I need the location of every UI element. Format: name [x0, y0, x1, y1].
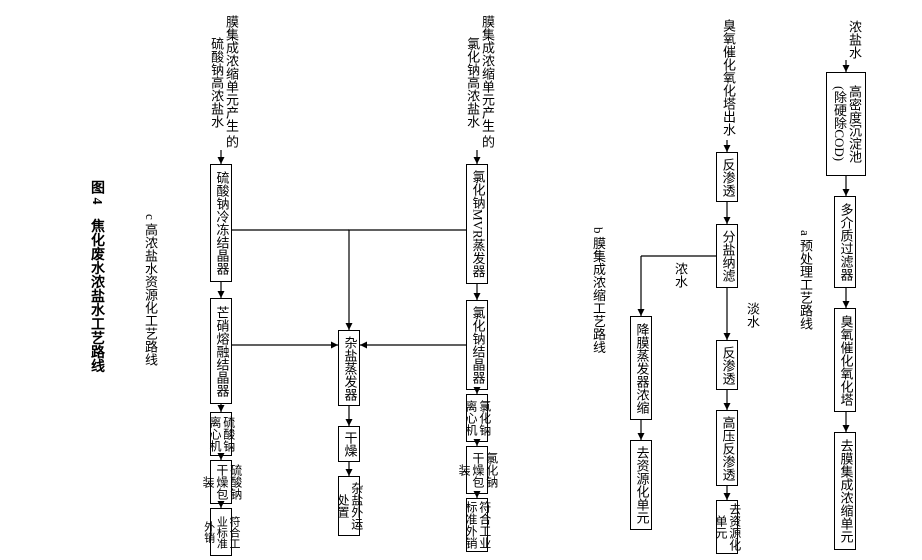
box-m3: 杂盐外运处置: [338, 476, 360, 536]
box-b4-text: 高压反渗透: [720, 416, 735, 481]
box-b2-text: 分盐纳滤: [720, 230, 735, 282]
label-right-in: 膜集成浓缩单元产生 的硫酸钠高浓盐水: [204, 12, 238, 152]
box-r4-text: 硫酸钠干燥包装: [200, 463, 241, 501]
box-l4-text: 氯化钠干燥包装: [456, 449, 497, 491]
box-m1: 杂盐蒸发器: [338, 330, 360, 406]
box-a3: 臭氧催化氧化塔: [834, 308, 856, 412]
box-b3-text: 反渗透: [720, 346, 735, 385]
box-a3-text: 臭氧催化氧化塔: [838, 315, 853, 406]
box-l5-text: 符合工业标准外销: [463, 501, 491, 549]
box-r3: 硫酸钠离心机: [210, 412, 232, 456]
box-b5: 去资源化单元: [716, 500, 738, 554]
box-l1-text: 氯化钠MVR蒸发器: [470, 170, 485, 278]
label-left-in: 膜集成浓缩单元产生 的氯化钠高浓盐水: [460, 12, 494, 152]
label-dan: 淡水: [744, 298, 759, 332]
box-cR1: 降膜蒸发器浓缩: [630, 316, 652, 420]
box-b4: 高压反渗透: [716, 410, 738, 486]
box-cR2-text: 去资源化单元: [634, 446, 649, 524]
box-l1: 氯化钠MVR蒸发器: [466, 164, 488, 284]
label-flow-c: c 高浓盐水资源化工艺路线: [142, 210, 157, 370]
box-b5-text: 去资源化单元: [713, 503, 741, 551]
box-b3: 反渗透: [716, 340, 738, 390]
label-flow-a: a 预处理工艺路线: [797, 220, 812, 340]
box-m3-text: 杂盐外运处置: [335, 479, 363, 533]
box-l3: 氯化钠离心机: [466, 394, 488, 442]
box-r2-text: 芒硝熔融结晶器: [214, 306, 229, 397]
box-l5: 符合工业标准外销: [466, 498, 488, 552]
box-l2: 氯化钠结晶器: [466, 300, 488, 390]
box-b1: 反渗透: [716, 152, 738, 202]
label-flow-b: b 膜集成浓缩工艺路线: [590, 220, 605, 360]
box-r5-text: 符合工业标准外销: [202, 511, 240, 553]
box-r3-text: 硫酸钠离心机: [207, 415, 235, 453]
box-a1-text: 高密度沉淀池 (除硬除COD): [831, 75, 861, 173]
box-l2-text: 氯化钠结晶器: [470, 306, 485, 384]
box-a4: 去膜集成浓缩单元: [834, 432, 856, 550]
label-input-a: 浓盐水: [846, 15, 861, 63]
box-r1-text: 硫酸钠冷冻结晶器: [214, 171, 229, 275]
box-a4-text: 去膜集成浓缩单元: [838, 439, 853, 543]
box-r4: 硫酸钠干燥包装: [210, 460, 232, 504]
box-a2-text: 多介质过滤器: [838, 203, 853, 281]
box-r2: 芒硝熔融结晶器: [210, 298, 232, 404]
box-m2-text: 干燥: [342, 431, 357, 457]
label-nong: 浓水: [672, 258, 687, 292]
box-r5: 符合工业标准外销: [210, 508, 232, 556]
box-b2: 分盐纳滤: [716, 224, 738, 288]
box-a1: 高密度沉淀池 (除硬除COD): [826, 72, 866, 176]
box-a2: 多介质过滤器: [834, 196, 856, 288]
box-l3-text: 氯化钠离心机: [463, 397, 491, 439]
box-l4: 氯化钠干燥包装: [466, 446, 488, 494]
label-input-b: 臭氧催化氧化塔出水: [720, 12, 735, 142]
box-cR1-text: 降膜蒸发器浓缩: [634, 323, 649, 414]
box-cR2: 去资源化单元: [630, 440, 652, 530]
box-b1-text: 反渗透: [720, 158, 735, 197]
box-m1-text: 杂盐蒸发器: [342, 336, 357, 401]
box-m2: 干燥: [338, 426, 360, 462]
figure-caption: 图 4 焦化废水浓盐水工艺路线: [86, 180, 106, 400]
box-r1: 硫酸钠冷冻结晶器: [210, 164, 232, 282]
